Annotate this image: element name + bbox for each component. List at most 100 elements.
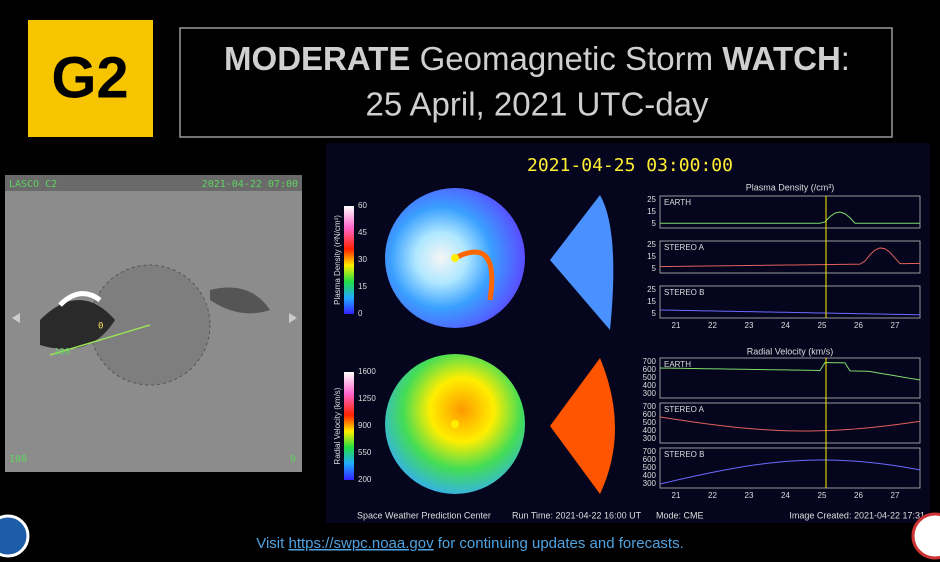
footer-mode: Mode: CME: [656, 510, 704, 520]
colorbar-tick: 900: [358, 421, 372, 430]
headline-date: 25 April, 2021 UTC-day: [365, 86, 709, 123]
colorbar-tick: 0: [358, 309, 363, 318]
x-tick-label: 25: [818, 321, 827, 330]
cme-bright: [58, 291, 102, 307]
panel-label: STEREO A: [664, 243, 705, 252]
velocity-wedge: [550, 358, 615, 494]
sun: [451, 254, 459, 262]
x-tick-label: 23: [745, 491, 754, 500]
headline-middle: Geomagnetic Storm: [420, 40, 713, 77]
panel-label: STEREO B: [664, 288, 704, 297]
x-tick-label: 21: [672, 321, 681, 330]
y-tick-label: 500: [643, 463, 657, 472]
arrow-right: [289, 313, 297, 323]
plot-box: [659, 402, 921, 444]
y-tick-label: 15: [647, 252, 656, 261]
colorbar-tick: 550: [358, 448, 372, 457]
y-tick-label: 25: [647, 285, 656, 294]
lasco-corner: 0: [290, 454, 296, 465]
y-tick-label: 400: [643, 381, 657, 390]
colorbar-tick: 15: [358, 282, 367, 291]
density-cme: [453, 249, 495, 301]
x-tick-label: 25: [818, 491, 827, 500]
footer-org: Space Weather Prediction Center: [357, 510, 491, 520]
y-tick-label: 300: [643, 389, 657, 398]
x-tick-label: 27: [891, 491, 900, 500]
badge: G2: [51, 45, 128, 110]
colorbar-label: Radial Velocity (km/s): [333, 387, 342, 464]
footer-run: Run Time: 2021-04-22 16:00 UT: [512, 510, 642, 520]
y-tick-label: 500: [643, 418, 657, 427]
y-tick-label: 5: [652, 309, 657, 318]
sun: [451, 420, 459, 428]
plot-box: [659, 240, 921, 274]
lasco-marker: 0: [98, 322, 103, 332]
plot-title: Plasma Density (/cm³): [746, 182, 835, 192]
y-tick-label: 300: [643, 434, 657, 443]
y-tick-label: 400: [643, 471, 657, 480]
footer-created: Image Created: 2021-04-22 17:31: [789, 510, 925, 520]
visit-prefix: Visit: [256, 535, 285, 552]
y-tick-label: 300: [643, 479, 657, 488]
trace: [659, 247, 921, 268]
plot-box: [659, 195, 921, 229]
x-tick-label: 24: [781, 491, 790, 500]
y-tick-label: 15: [647, 207, 656, 216]
y-tick-label: 5: [652, 264, 657, 273]
density-colorbar: [344, 206, 354, 314]
lasco-time: 2021-04-22 07:00: [202, 179, 298, 190]
y-tick-label: 5: [652, 219, 657, 228]
trace: [659, 362, 921, 381]
lasco-header: [5, 175, 302, 191]
headline-strong: MODERATE: [224, 40, 410, 77]
x-tick-label: 26: [854, 491, 863, 500]
headline-box: [179, 27, 893, 138]
trace: [660, 211, 920, 224]
colorbar-tick: 1600: [358, 367, 376, 376]
y-tick-label: 700: [643, 402, 657, 411]
link[interactable]: https://swpc.noaa.gov: [288, 535, 434, 552]
plot-box: [659, 285, 921, 319]
trace: [659, 416, 921, 432]
plot-title: Radial Velocity (km/s): [747, 346, 834, 356]
colorbar-label: Plasma Density (r²N/cm³): [333, 215, 342, 305]
headline: MODERATE Geomagnetic Storm WATCH:: [224, 40, 850, 77]
trace: [659, 309, 921, 316]
plot-box: [659, 357, 921, 399]
colorbar-tick: 200: [358, 475, 372, 484]
lasco-name: LASCO C2: [9, 179, 57, 190]
colorbar-tick: 45: [358, 228, 367, 237]
measure-line: [49, 324, 151, 356]
x-tick-label: 24: [781, 321, 790, 330]
x-tick-label: 21: [672, 491, 681, 500]
nws-logo: [911, 512, 940, 560]
badge-box: [28, 20, 153, 137]
trace: [659, 459, 921, 485]
arrow-left: [12, 313, 20, 323]
visit-line: Visit https://swpc.noaa.gov for continui…: [256, 535, 684, 552]
plot-box: [659, 447, 921, 489]
y-tick-label: 500: [643, 373, 657, 382]
y-tick-label: 700: [643, 447, 657, 456]
y-tick-label: 25: [647, 195, 656, 204]
y-tick-label: 25: [647, 240, 656, 249]
x-tick-label: 23: [745, 321, 754, 330]
x-tick-label: 22: [708, 491, 717, 500]
y-tick-label: 600: [643, 410, 657, 419]
density-wedge: [550, 195, 614, 330]
streamer: [210, 287, 270, 314]
model-timestamp: 2021-04-25 03:00:00: [527, 155, 733, 176]
headline-strong: WATCH: [722, 40, 841, 77]
x-tick-label: 26: [854, 321, 863, 330]
velocity-colorbar: [344, 372, 354, 480]
visit-suffix: for continuing updates and forecasts.: [438, 535, 684, 552]
cme-dark: [40, 300, 115, 350]
y-tick-label: 600: [643, 455, 657, 464]
x-tick-label: 22: [708, 321, 717, 330]
colorbar-tick: 30: [358, 255, 367, 264]
headline-colon: :: [841, 40, 850, 77]
colorbar-tick: 1250: [358, 394, 376, 403]
y-tick-label: 15: [647, 297, 656, 306]
y-tick-label: 600: [643, 365, 657, 374]
